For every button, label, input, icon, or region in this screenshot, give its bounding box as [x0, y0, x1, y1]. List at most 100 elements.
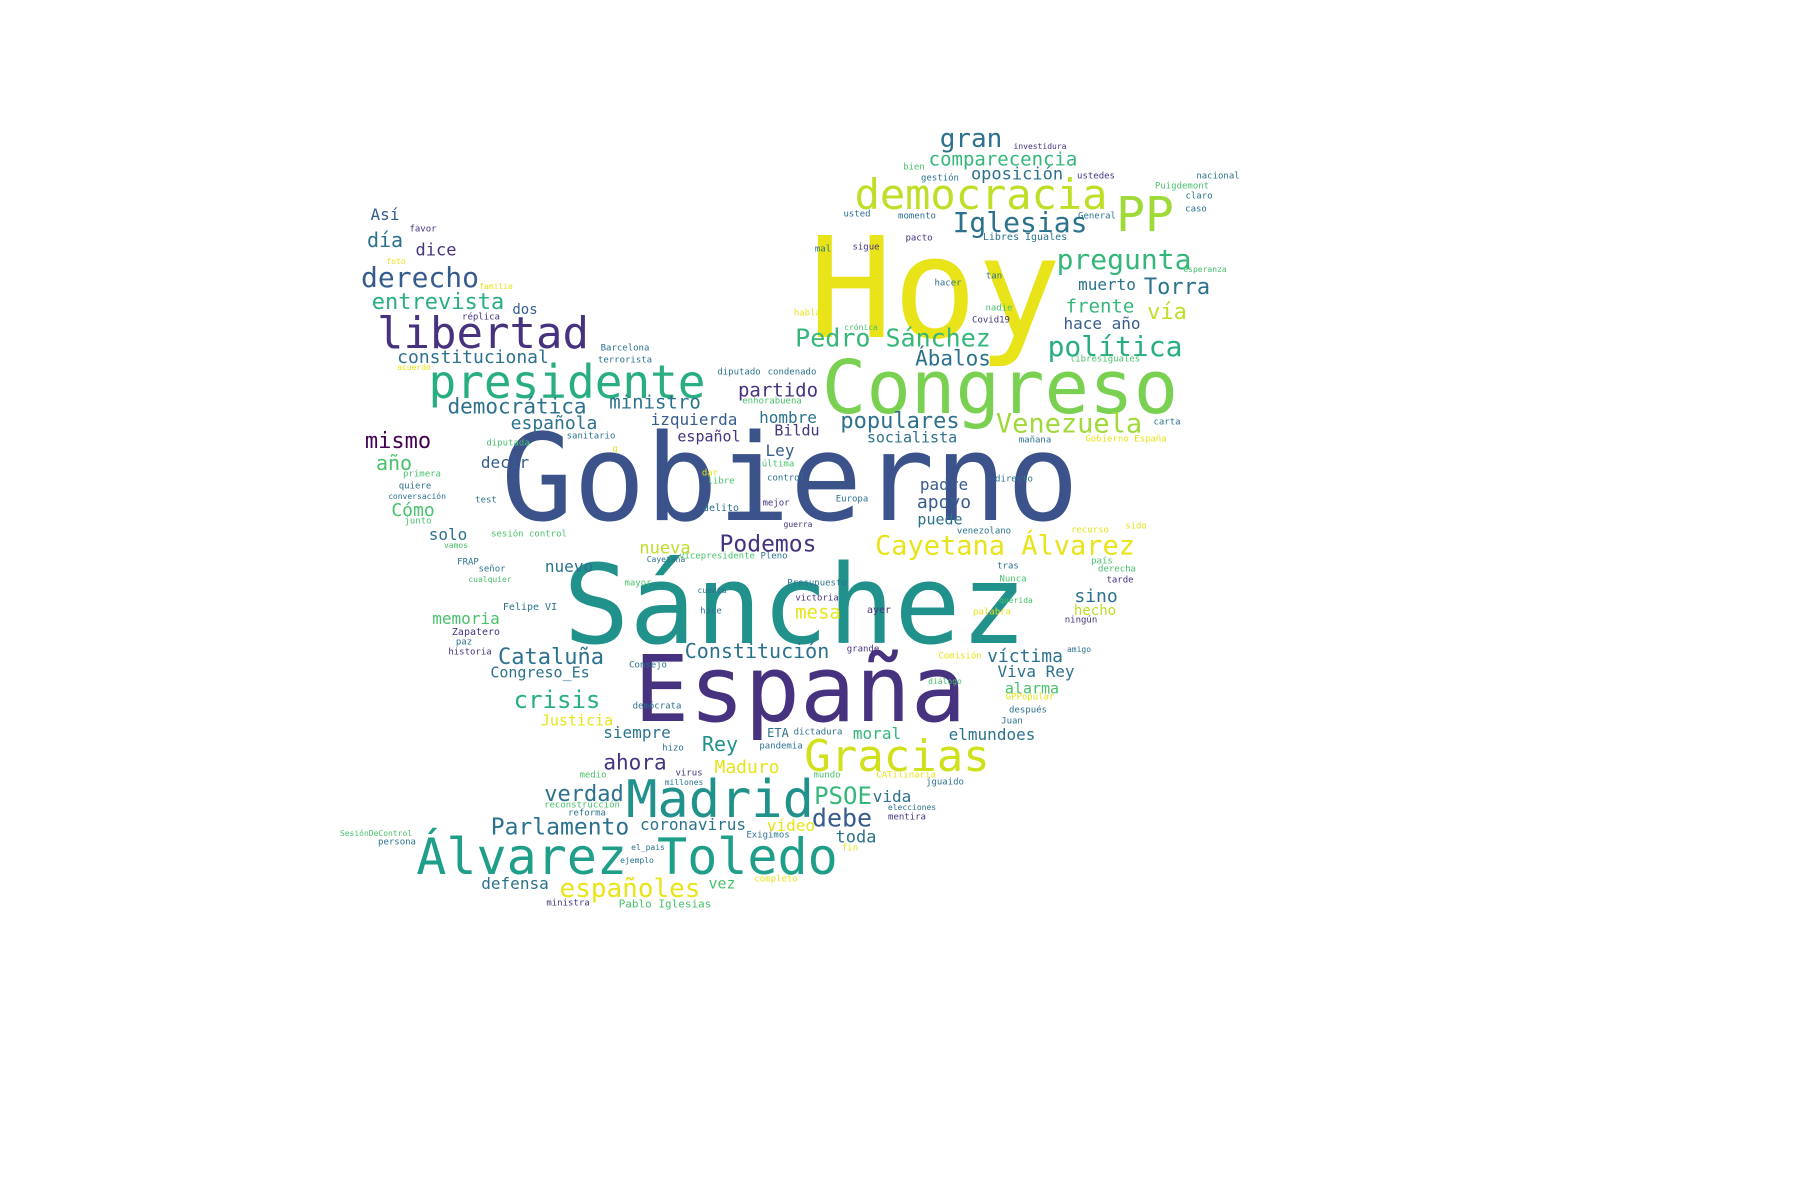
word-ayer: ayer: [866, 605, 892, 616]
word-gppopular: GPPopular: [1005, 692, 1055, 703]
word-libre: libre: [707, 476, 735, 487]
word-debe: debe: [811, 803, 873, 833]
word-sido: sido: [1125, 521, 1147, 532]
word-fin: fin: [841, 843, 859, 854]
word-constitucional: constitucional: [397, 347, 549, 368]
word-rey: Rey: [701, 732, 739, 756]
word-decir: decir: [480, 453, 530, 472]
word-podemos: Podemos: [719, 531, 817, 558]
word-elecciones: elecciones: [887, 803, 937, 812]
word-oposicion: oposición: [970, 164, 1064, 185]
word-asi: Así: [370, 205, 400, 224]
word-momento: momento: [898, 211, 936, 222]
word-presidente: presidente: [428, 355, 706, 409]
word-ley: Ley: [765, 441, 795, 460]
word-pleno: Pleno: [760, 551, 788, 562]
word-reforma: reforma: [568, 808, 606, 819]
word-q: q: [612, 444, 618, 455]
word-sesiondecontrol: SesiónDeControl: [339, 829, 413, 838]
word-abalos: Ábalos: [915, 346, 991, 371]
word-parlamento: Parlamento: [490, 814, 630, 841]
word-persona: persona: [378, 837, 416, 848]
word-esperanza: esperanza: [1183, 265, 1227, 274]
word-mayor: mayor: [624, 578, 652, 589]
word-manana: mañana: [1018, 435, 1052, 446]
word-pedro-sanchez: Pedro Sánchez: [795, 323, 991, 353]
word-hombre: hombre: [759, 408, 817, 427]
word-hizo: hizo: [662, 743, 684, 754]
word-politica: política: [1047, 330, 1183, 363]
word-exigimos: Exigimos: [746, 830, 790, 841]
word-europa: Europa: [835, 494, 869, 505]
word-gran: gran: [939, 124, 1003, 154]
word-primera: primera: [403, 469, 441, 480]
word-diputado: diputado: [717, 367, 761, 378]
word-terrorista: terrorista: [597, 355, 653, 366]
word-amigo: amigo: [1066, 645, 1092, 654]
word-democrata: demócrata: [632, 701, 682, 712]
word-mentira: mentira: [888, 812, 926, 823]
word-padre: padre: [919, 475, 969, 494]
word-hablar: hablar: [793, 308, 827, 319]
word-sesion-control: sesión control: [491, 529, 567, 540]
word-gestion: gestión: [921, 173, 959, 184]
word-comparecencia: comparecencia: [928, 148, 1078, 171]
word-libertad: libertad: [377, 308, 589, 359]
word-coronavirus: coronavirus: [640, 815, 746, 834]
word-crisis: crisis: [513, 686, 601, 714]
word-investidura: investidura: [1013, 142, 1067, 151]
word-via: vía: [1147, 300, 1187, 325]
word-vicepresidente: vicepresidente: [679, 551, 755, 562]
word-grande: grande: [846, 644, 880, 655]
word-senor: señor: [478, 564, 506, 575]
word-enhorabuena: enhorabuena: [742, 396, 802, 407]
word-pablo-iglesias: Pablo Iglesias: [618, 897, 712, 911]
word-apoyo: apoyo: [916, 492, 972, 513]
word-venezolano: venezolano: [956, 526, 1012, 537]
word-sanchez: Sánchez: [563, 541, 1027, 669]
word-nueva: nueva: [639, 538, 691, 559]
word-victima: víctima: [987, 646, 1063, 667]
word-libresiguales: libresiguales: [1069, 354, 1141, 365]
word-ano: año: [375, 451, 413, 475]
word-mundo: mundo: [813, 770, 841, 781]
word-acuerdo: acuerdo: [397, 363, 431, 372]
word-pacto: pacto: [905, 233, 933, 244]
word-mismo: mismo: [364, 429, 432, 454]
word-alarma: alarma: [1004, 679, 1060, 698]
word-quiere: quiere: [398, 481, 432, 492]
word-democratica: democrática: [447, 394, 587, 419]
word-bildu: Bildu: [774, 421, 820, 440]
word-dar: dar: [701, 468, 719, 479]
word-dice: dice: [415, 240, 457, 261]
word-junto: junto: [404, 516, 432, 527]
word-congreso-es: Congreso_Es: [490, 663, 590, 682]
word-espana: España: [633, 636, 967, 743]
word-consejo: Consejo: [629, 660, 667, 671]
word-cuenta: cuenta: [697, 586, 727, 595]
word-tan: tan: [985, 271, 1003, 282]
word-derecha: derecha: [1098, 564, 1136, 575]
word-espanol: español: [677, 427, 741, 446]
word-como: Cómo: [391, 500, 435, 521]
word-solo: solo: [428, 525, 468, 544]
word-psoe: PSOE: [814, 782, 872, 810]
word-foto: foto: [386, 257, 406, 266]
word-siempre: siempre: [603, 723, 671, 742]
word-mal: mal: [814, 244, 832, 255]
word-medio: medio: [579, 770, 607, 781]
word-constitucion: Constitución: [684, 639, 830, 663]
word-cualquier: cualquier: [468, 575, 512, 584]
word-nuevo: nuevo: [544, 557, 594, 576]
word-ultima: última: [761, 459, 795, 470]
word-pais: país: [1091, 556, 1113, 567]
word-vez: vez: [708, 874, 736, 893]
word-toda: toda: [835, 827, 877, 848]
word-bien: bien: [903, 162, 925, 173]
word-millones: millones: [664, 778, 704, 787]
word-justicia: Justicia: [540, 711, 614, 730]
word-guerra: guerra: [783, 520, 813, 529]
word-hace: hace: [700, 606, 722, 617]
word-pregunta: pregunta: [1056, 243, 1192, 276]
word-juan: Juan: [1001, 716, 1023, 727]
